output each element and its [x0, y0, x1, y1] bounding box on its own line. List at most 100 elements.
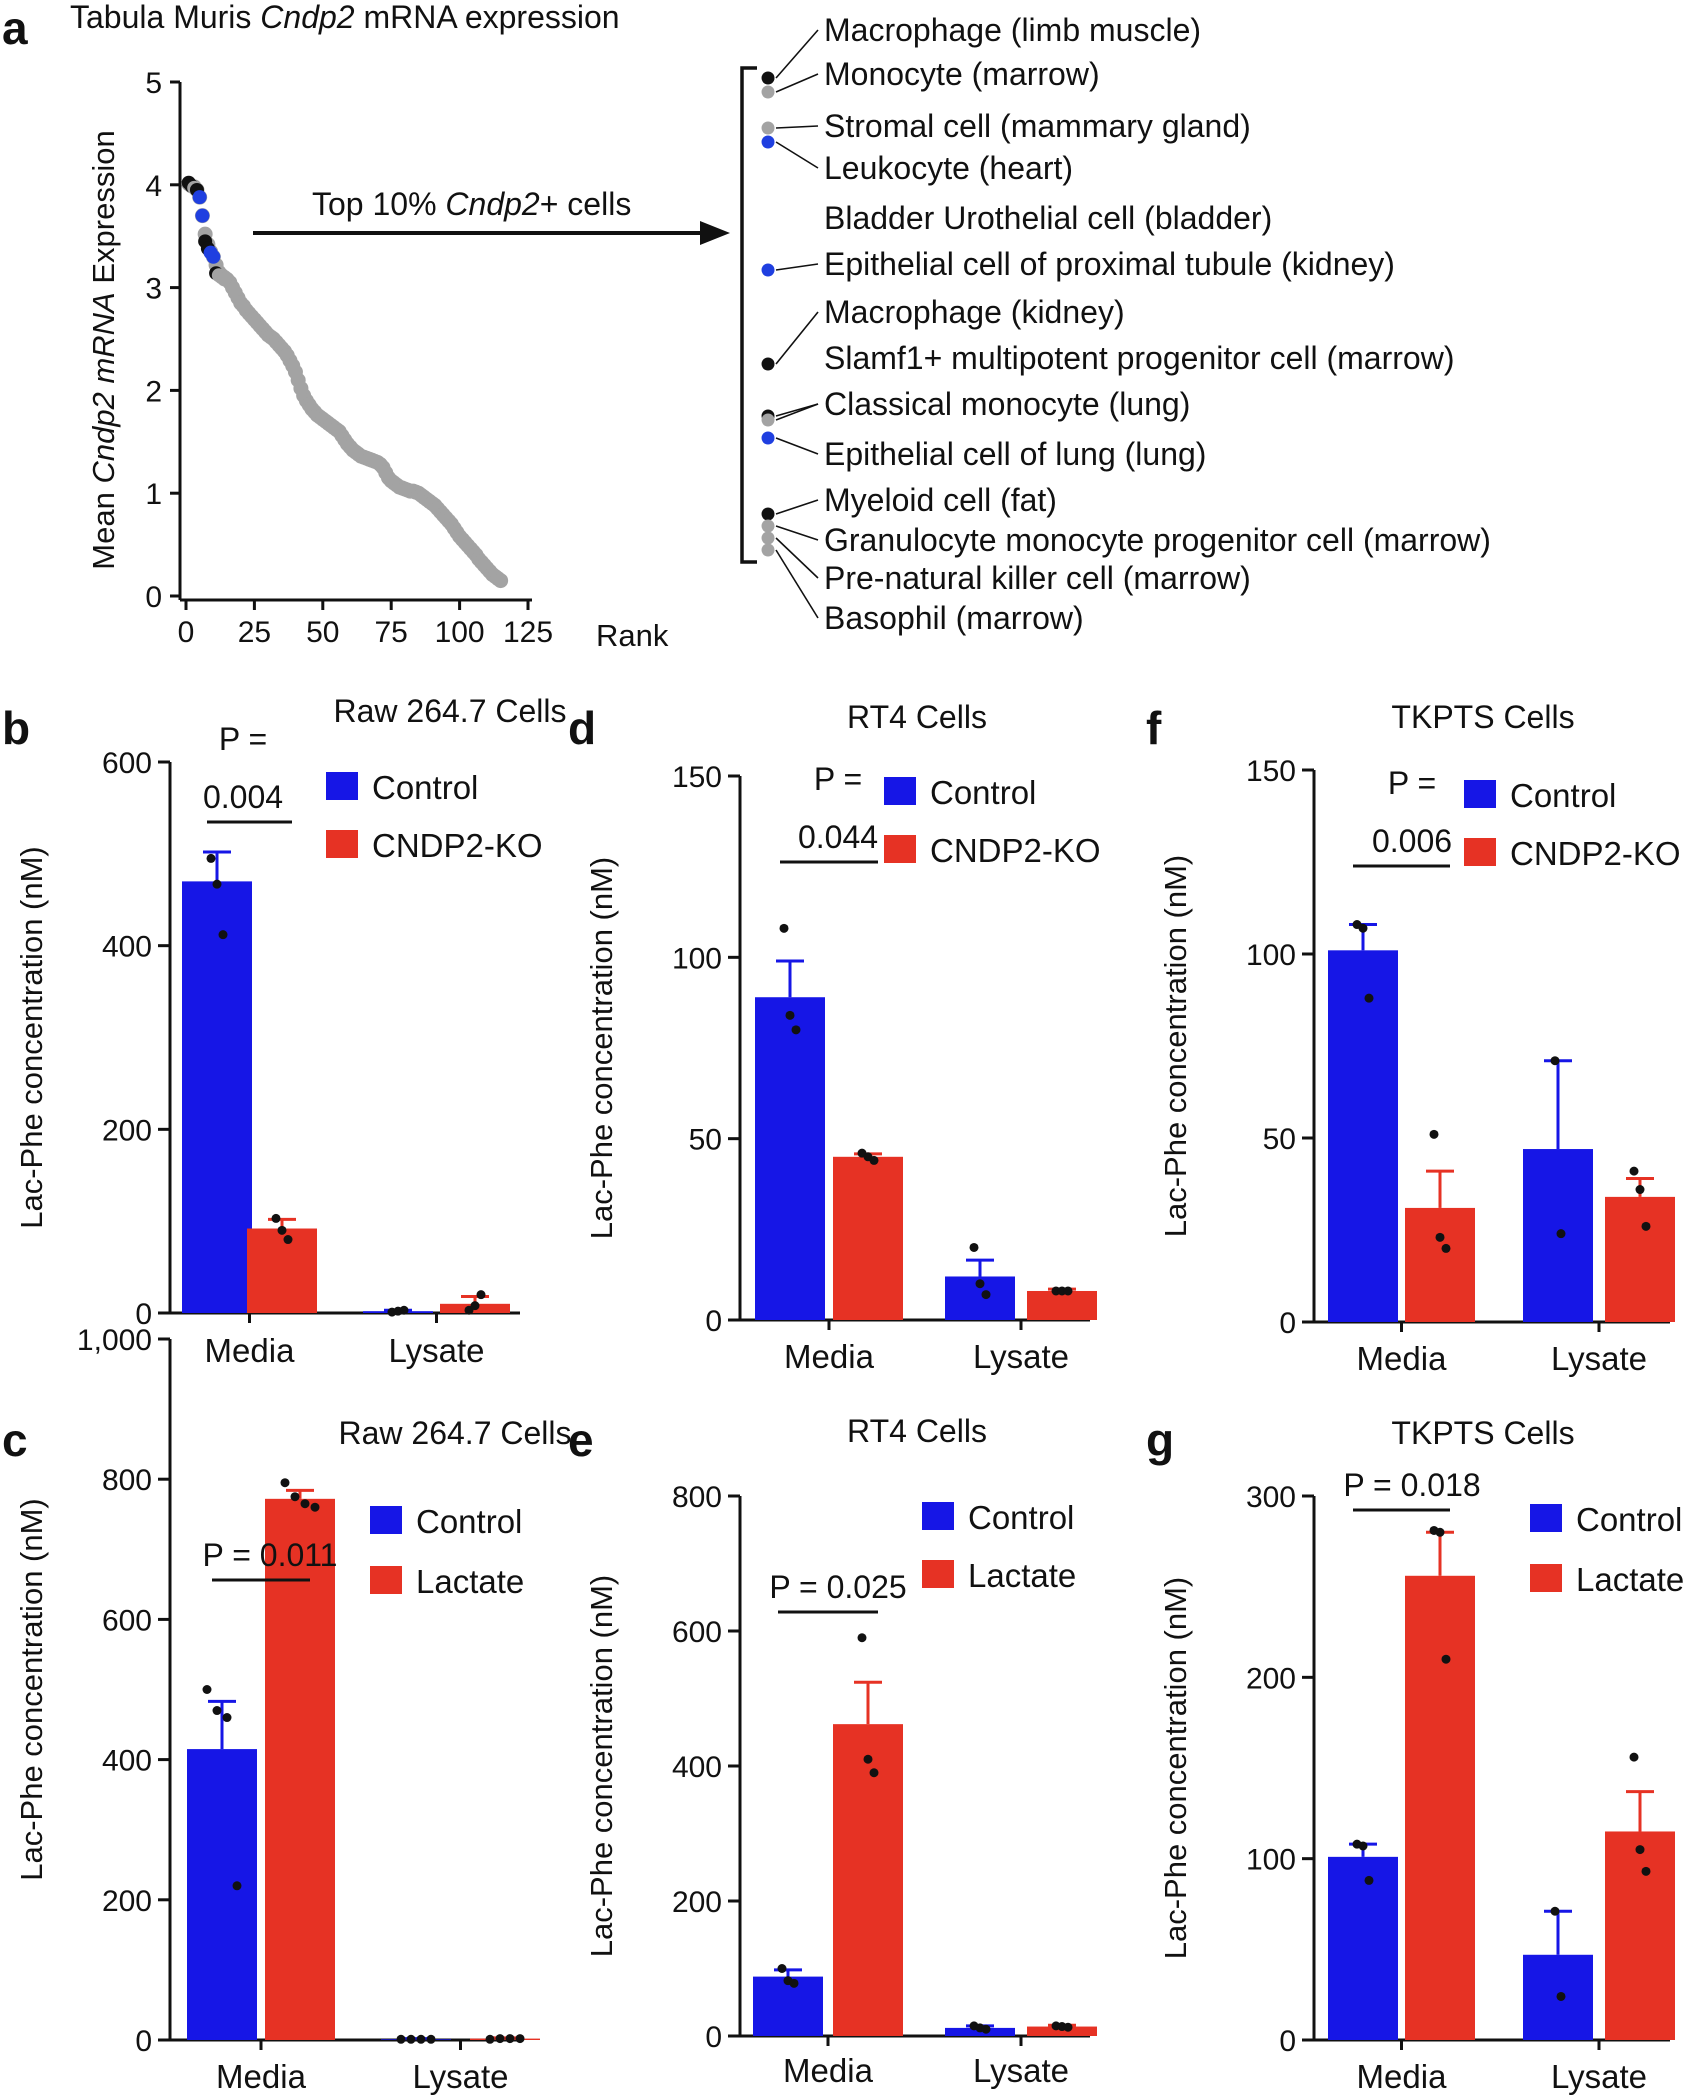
cell-type-marker	[761, 135, 775, 149]
legend-swatch	[326, 830, 358, 858]
category-label: Media	[216, 2058, 307, 2095]
cell-type-leader	[775, 525, 819, 541]
legend-label: Control	[968, 1499, 1074, 1536]
chart-title: RT4 Cells	[847, 1413, 987, 1449]
panel-a-y-tick-label: 1	[145, 478, 162, 511]
chart-title: Raw 264.7 Cells	[334, 693, 567, 729]
cell-type-leader	[775, 537, 819, 579]
y-tick-label: 150	[1246, 755, 1296, 788]
replicate-point	[1441, 1243, 1451, 1253]
panel-a-axes: 0 25 50 75 100 125 0 1 2 3 4 5	[145, 67, 553, 649]
legend-swatch	[1464, 838, 1496, 866]
legend-swatch	[922, 1560, 954, 1588]
cell-type-label: Pre-natural killer cell (marrow)	[824, 560, 1251, 596]
y-tick-label: 200	[672, 1886, 722, 1919]
panel-a-title-gene: Cndp2	[260, 0, 355, 35]
legend-label: Lactate	[416, 1563, 524, 1600]
category-label: Media	[784, 1338, 875, 1375]
y-tick-label: 100	[1246, 1844, 1296, 1877]
y-tick-label: 0	[1279, 1307, 1296, 1340]
y-axis-label: Lac-Phe concentration (nM)	[1158, 1577, 1193, 1960]
legend-label: Control	[1576, 1501, 1682, 1538]
p-value-label: P = 0.025	[769, 1569, 906, 1605]
y-axis-label: Lac-Phe concentration (nM)	[14, 846, 49, 1229]
category-label: Lysate	[1551, 1340, 1647, 1377]
y-axis-label: Lac-Phe concentration (nM)	[584, 1575, 619, 1958]
replicate-point	[869, 1768, 879, 1778]
category-label: Media	[205, 1332, 296, 1369]
cell-type-leader	[775, 311, 819, 365]
cell-type-label: Granulocyte monocyte progenitor cell (ma…	[824, 522, 1491, 558]
legend-label: Lactate	[968, 1557, 1076, 1594]
legend-swatch	[326, 772, 358, 800]
cell-type-leader	[775, 29, 819, 79]
panel-a-y-tick-label: 3	[145, 273, 162, 306]
y-tick-label: 400	[672, 1751, 722, 1784]
panel-b: b Raw 264.7 Cells 0 200 400 600 Lac-Phe conce…	[2, 693, 567, 1369]
legend-swatch	[370, 1506, 402, 1534]
replicate-point	[426, 2034, 436, 2044]
replicate-point	[1556, 1229, 1566, 1239]
panel-letter-g: g	[1146, 1414, 1174, 1466]
replicate-point	[1556, 1991, 1566, 2001]
bar-control	[1328, 950, 1398, 1322]
y-tick-label: 1,000	[77, 1324, 152, 1357]
panel-c: c Raw 264.7 Cells 0 200 400 600 800 1,000 Lac-P…	[2, 1324, 572, 2095]
cell-type-marker	[761, 121, 775, 135]
replicate-point	[271, 1213, 281, 1223]
panel-letter-f: f	[1146, 702, 1162, 754]
y-tick-label: 300	[1246, 1481, 1296, 1514]
category-label: Lysate	[412, 2058, 508, 2095]
panel-a-title: Tabula Muris Cndp2 mRNA expression	[70, 0, 620, 35]
panel-g: g TKPTS Cells 0 100 200 300 Lac-Phe concentra…	[1146, 1414, 1684, 2095]
replicate-point	[969, 1242, 979, 1252]
replicate-point	[1063, 2022, 1073, 2032]
top10-arrow-label-part1: Top 10%	[312, 186, 445, 222]
cell-type-marker	[761, 85, 775, 99]
legend-swatch	[370, 1566, 402, 1594]
cell-type-label: Epithelial cell of lung (lung)	[824, 436, 1206, 472]
panel-a-y-label-part2: Expression	[86, 130, 121, 292]
cell-type-label: Monocyte (marrow)	[824, 56, 1100, 92]
cell-type-leader	[775, 125, 819, 129]
replicate-point	[416, 2034, 426, 2044]
panel-a-y-label-gene: Cndp2 mRNA	[86, 292, 121, 483]
replicate-point	[1641, 1866, 1651, 1876]
replicate-point	[869, 1155, 879, 1165]
replicate-point	[300, 1499, 310, 1509]
replicate-point	[1364, 1875, 1374, 1885]
y-tick-label: 400	[102, 1745, 152, 1778]
cell-type-label: Classical monocyte (lung)	[824, 386, 1190, 422]
replicate-point	[515, 2034, 525, 2044]
replicate-point	[277, 1225, 287, 1235]
replicate-point	[1435, 1232, 1445, 1242]
replicate-point	[505, 2034, 515, 2044]
cell-type-marker	[761, 519, 775, 533]
panel-a-y-tick-label: 5	[145, 67, 162, 100]
top10-arrow-head	[700, 221, 730, 245]
replicate-point	[1441, 1654, 1451, 1664]
replicate-point	[396, 2034, 406, 2044]
expression-point	[493, 573, 509, 589]
legend-swatch	[922, 1502, 954, 1530]
y-tick-label: 600	[102, 747, 152, 780]
panel-a-title-part1: Tabula Muris	[70, 0, 260, 35]
replicate-point	[1358, 1841, 1368, 1851]
panel-a-y-label: Mean Cndp2 mRNA Expression	[86, 130, 121, 569]
cell-type-label: Myeloid cell (fat)	[824, 482, 1057, 518]
replicate-point	[470, 1301, 480, 1311]
y-tick-label: 400	[102, 931, 152, 964]
cell-type-label: Macrophage (kidney)	[824, 294, 1125, 330]
replicate-point	[1641, 1221, 1651, 1231]
replicate-point	[1358, 923, 1368, 933]
y-axis-label: Lac-Phe concentration (nM)	[14, 1498, 49, 1881]
replicate-point	[1550, 1906, 1560, 1916]
legend-label: Control	[416, 1503, 522, 1540]
panel-a-points	[181, 175, 509, 589]
top10-bracket	[740, 66, 757, 564]
bar-control	[182, 881, 252, 1313]
bar-lactate	[833, 1724, 903, 2036]
cell-type-leader	[775, 263, 819, 271]
bar-control	[753, 1976, 823, 2036]
y-tick-label: 100	[672, 942, 722, 975]
